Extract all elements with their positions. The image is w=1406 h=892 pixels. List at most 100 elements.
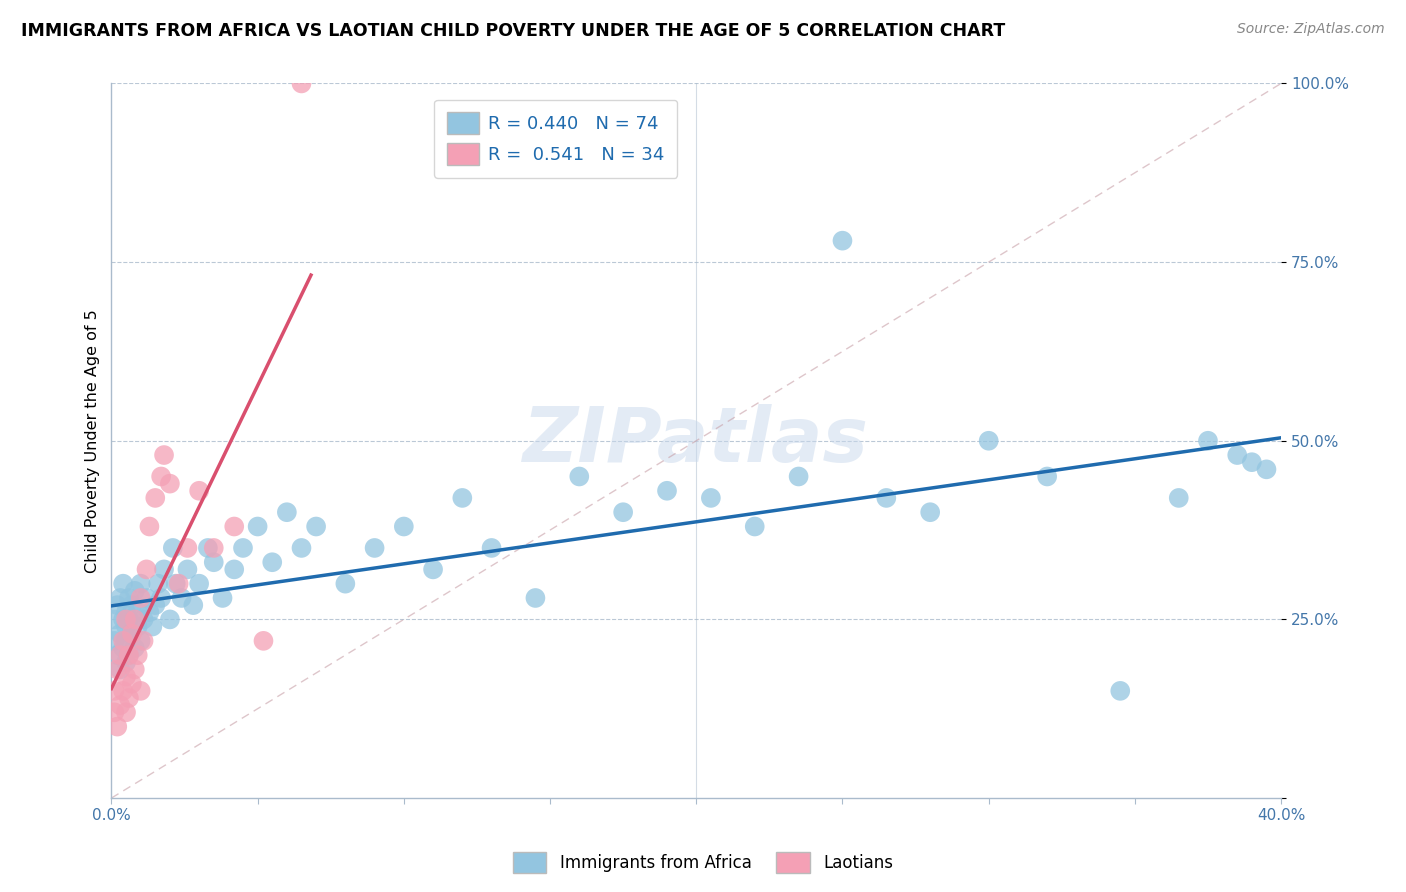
- Point: [162, 541, 184, 555]
- Point: [1197, 434, 1219, 448]
- Point: [115, 633, 138, 648]
- Point: [138, 605, 160, 619]
- Point: [202, 541, 225, 555]
- Point: [118, 648, 141, 662]
- Point: [103, 633, 125, 648]
- Point: [224, 519, 246, 533]
- Point: [176, 562, 198, 576]
- Point: [224, 562, 246, 576]
- Point: [103, 612, 125, 626]
- Point: [127, 648, 149, 662]
- Point: [132, 633, 155, 648]
- Point: [153, 562, 176, 576]
- Point: [290, 77, 312, 91]
- Point: [1109, 684, 1132, 698]
- Point: [143, 598, 166, 612]
- Point: [202, 555, 225, 569]
- Point: [105, 648, 128, 662]
- Point: [141, 619, 163, 633]
- Point: [1167, 491, 1189, 505]
- Point: [105, 662, 128, 676]
- Point: [977, 434, 1000, 448]
- Text: IMMIGRANTS FROM AFRICA VS LAOTIAN CHILD POVERTY UNDER THE AGE OF 5 CORRELATION C: IMMIGRANTS FROM AFRICA VS LAOTIAN CHILD …: [21, 22, 1005, 40]
- Point: [188, 576, 211, 591]
- Point: [118, 648, 141, 662]
- Point: [112, 640, 135, 655]
- Point: [422, 562, 444, 576]
- Text: ZIPatlas: ZIPatlas: [523, 404, 869, 478]
- Point: [655, 483, 678, 498]
- Point: [392, 519, 415, 533]
- Point: [112, 633, 135, 648]
- Point: [124, 583, 146, 598]
- Point: [115, 669, 138, 683]
- Point: [103, 684, 125, 698]
- Text: Source: ZipAtlas.com: Source: ZipAtlas.com: [1237, 22, 1385, 37]
- Point: [121, 598, 143, 612]
- Point: [135, 591, 157, 605]
- Point: [135, 562, 157, 576]
- Point: [246, 519, 269, 533]
- Legend: R = 0.440   N = 74, R =  0.541   N = 34: R = 0.440 N = 74, R = 0.541 N = 34: [434, 100, 678, 178]
- Point: [108, 662, 131, 676]
- Point: [170, 591, 193, 605]
- Point: [1240, 455, 1263, 469]
- Point: [124, 662, 146, 676]
- Point: [121, 677, 143, 691]
- Point: [118, 691, 141, 706]
- Point: [700, 491, 723, 505]
- Point: [129, 684, 152, 698]
- Point: [211, 591, 233, 605]
- Point: [920, 505, 942, 519]
- Point: [121, 626, 143, 640]
- Point: [335, 576, 357, 591]
- Point: [197, 541, 219, 555]
- Point: [1036, 469, 1059, 483]
- Point: [159, 612, 181, 626]
- Point: [1256, 462, 1278, 476]
- Point: [290, 541, 312, 555]
- Point: [124, 612, 146, 626]
- Point: [143, 491, 166, 505]
- Point: [115, 706, 138, 720]
- Point: [105, 598, 128, 612]
- Point: [148, 576, 170, 591]
- Point: [232, 541, 254, 555]
- Point: [165, 576, 187, 591]
- Point: [188, 483, 211, 498]
- Point: [129, 591, 152, 605]
- Point: [124, 640, 146, 655]
- Point: [105, 720, 128, 734]
- Point: [132, 612, 155, 626]
- Point: [276, 505, 298, 519]
- Point: [121, 626, 143, 640]
- Point: [363, 541, 385, 555]
- Point: [115, 612, 138, 626]
- Point: [252, 633, 274, 648]
- Point: [305, 519, 328, 533]
- Point: [568, 469, 591, 483]
- Point: [129, 633, 152, 648]
- Point: [115, 605, 138, 619]
- Point: [127, 605, 149, 619]
- Point: [159, 476, 181, 491]
- Point: [612, 505, 634, 519]
- Point: [787, 469, 810, 483]
- Point: [524, 591, 547, 605]
- Point: [167, 576, 190, 591]
- Point: [153, 448, 176, 462]
- Point: [831, 234, 853, 248]
- Point: [138, 519, 160, 533]
- Point: [262, 555, 284, 569]
- Point: [875, 491, 897, 505]
- Y-axis label: Child Poverty Under the Age of 5: Child Poverty Under the Age of 5: [86, 309, 100, 573]
- Point: [108, 591, 131, 605]
- Point: [127, 619, 149, 633]
- Point: [118, 591, 141, 605]
- Point: [112, 612, 135, 626]
- Point: [1226, 448, 1249, 462]
- Point: [481, 541, 503, 555]
- Point: [115, 619, 138, 633]
- Point: [181, 598, 204, 612]
- Point: [112, 576, 135, 591]
